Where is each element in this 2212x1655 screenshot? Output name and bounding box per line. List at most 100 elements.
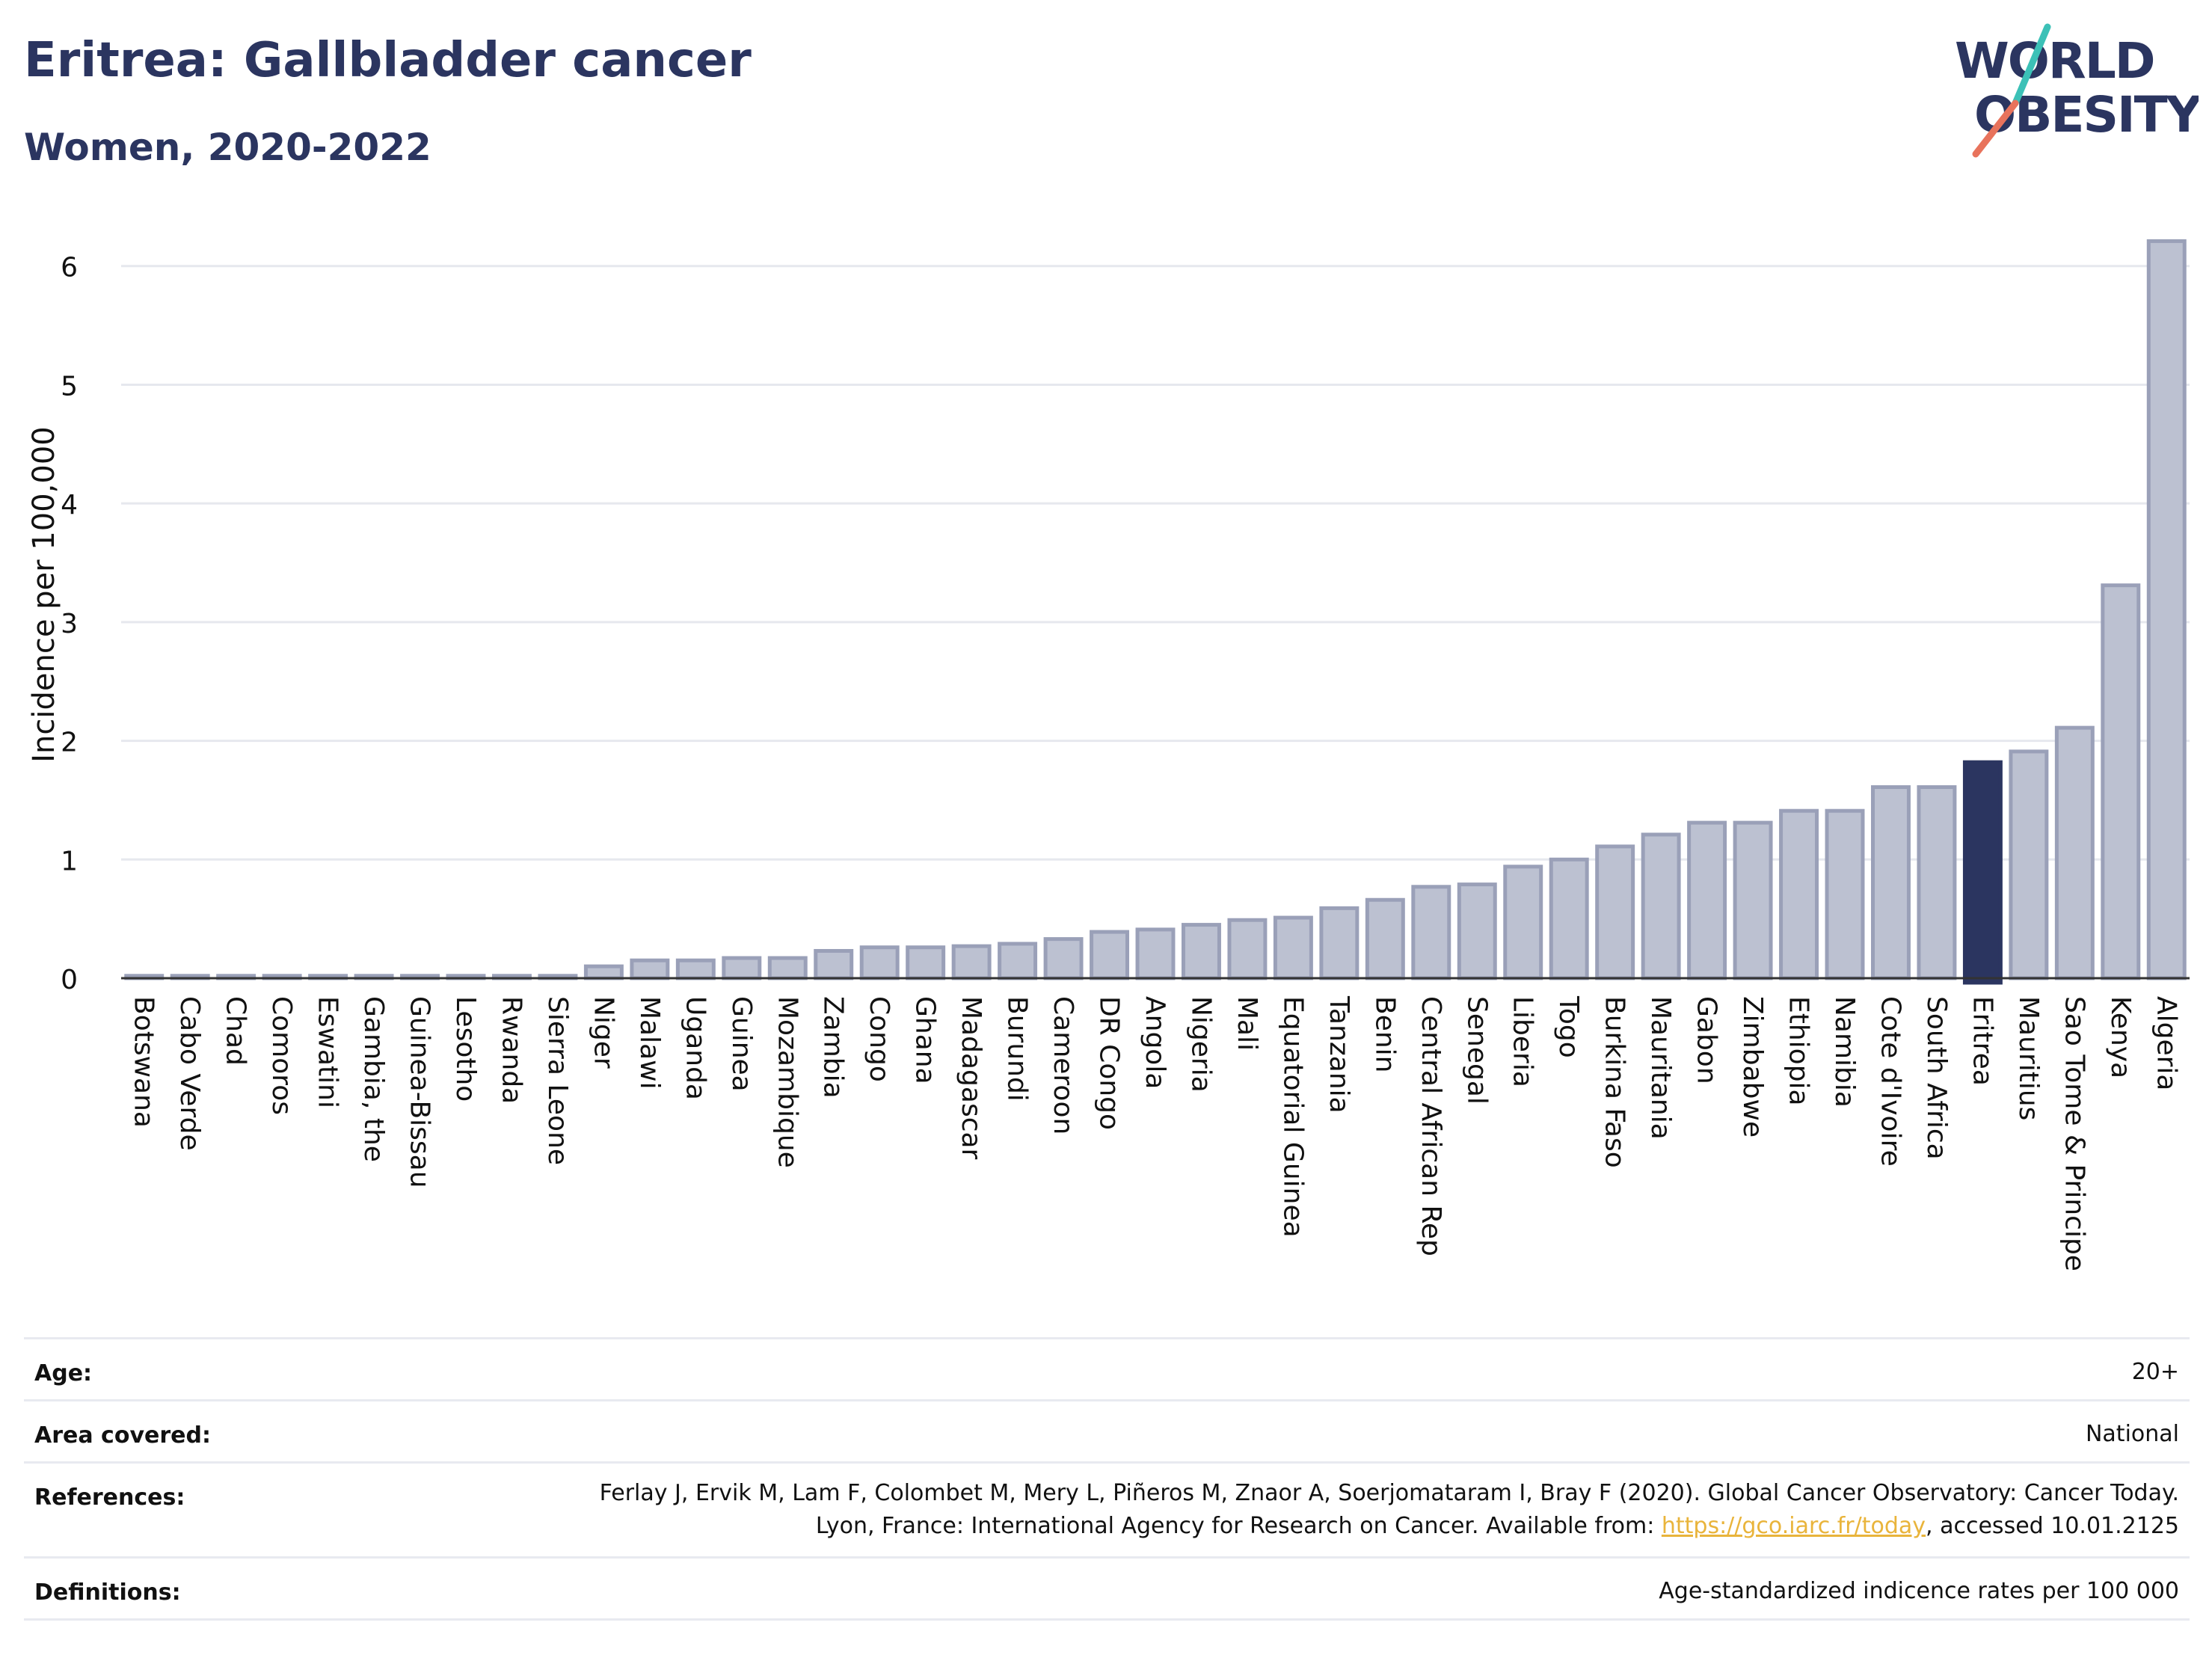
bar-mauritania [1641, 832, 1681, 980]
x-tick-label: Guinea [726, 996, 757, 1092]
x-tick-label: Kenya [2105, 996, 2136, 1078]
x-tick-label: Burkina Faso [1600, 996, 1630, 1168]
meta-row-references: References: Ferlay J, Ervik M, Lam F, Co… [24, 1461, 2190, 1556]
bar-mauritius [2009, 749, 2049, 980]
bar-gabon [1687, 820, 1727, 980]
meta-row-definitions: Definitions: Age-standardized indicence … [24, 1556, 2190, 1621]
age-label: Age: [34, 1360, 93, 1387]
meta-row-age: Age: 20+ [24, 1337, 2190, 1399]
bar-equatorial-guinea [1273, 915, 1313, 980]
x-tick-label: Cabo Verde [174, 996, 205, 1151]
x-tick-label: Rwanda [496, 996, 526, 1104]
y-tick-label: 5 [61, 371, 78, 402]
y-tick-label: 4 [61, 490, 78, 521]
chart-title: Eritrea: Gallbladder cancer [24, 33, 752, 88]
x-tick-label: Lesotho [450, 996, 481, 1102]
metadata-table: Age: 20+ Area covered: National Referenc… [24, 1337, 2190, 1621]
x-tick-label: Cameroon [1048, 996, 1078, 1134]
y-axis-label: Incidence per 100,000 [27, 426, 61, 763]
x-tick-label: Mauritius [2013, 996, 2044, 1120]
x-tick-label: Benin [1369, 996, 1400, 1072]
bar-dr-congo [1090, 930, 1130, 980]
x-tick-label: Ethiopia [1784, 996, 1814, 1106]
bar-chart: 0 1 2 3 4 5 6 Botswana Cabo Verde Chad Comoros Esw… [27, 239, 2190, 1271]
bar-niger [583, 964, 624, 980]
references-text: Ferlay J, Ervik M, Lam F, Colombet M, Me… [599, 1480, 2179, 1539]
bar-eritrea [1962, 760, 2003, 985]
x-tick-label: DR Congo [1094, 996, 1125, 1130]
definitions-value: Age-standardized indicence rates per 100… [1659, 1578, 2179, 1604]
bar-zambia [814, 948, 854, 980]
references-tail: , accessed 10.01.2125 [1926, 1513, 2179, 1539]
x-tick-label: Mozambique [772, 996, 802, 1168]
bar-nigeria [1181, 923, 1221, 980]
bar-ghana [906, 945, 946, 980]
logo-slash-coral [1972, 99, 2019, 158]
y-tick-label: 2 [61, 728, 78, 758]
meta-row-area: Area covered: National [24, 1399, 2190, 1461]
bar-mali [1227, 918, 1268, 980]
bar-malawi [630, 958, 670, 980]
bar-liberia [1503, 865, 1543, 980]
bar-ethiopia [1779, 808, 1819, 980]
x-tick-label: Sao Tome & Principe [2059, 996, 2089, 1271]
x-tick-label: Liberia [1508, 996, 1538, 1087]
bar-kenya [2101, 583, 2141, 980]
area-label: Area covered: [34, 1422, 211, 1449]
x-tick-label: Mauritania [1645, 996, 1676, 1140]
x-tick-label: Uganda [680, 996, 710, 1100]
x-tick-label: Eritrea [1967, 996, 1997, 1086]
bar-cameroon [1043, 937, 1084, 980]
x-tick-label: Zambia [818, 996, 849, 1099]
x-tick-label: Nigeria [1185, 996, 1216, 1093]
x-tick-label: Ghana [910, 996, 941, 1084]
definitions-label: Definitions: [34, 1579, 181, 1606]
x-tick-label: Algeria [2151, 996, 2181, 1091]
y-tick-labels: 0 1 2 3 4 5 6 [61, 253, 78, 995]
references-label: References: [34, 1484, 185, 1511]
x-tick-label: Sierra Leone [542, 996, 573, 1165]
bar-madagascar [951, 944, 992, 980]
x-tick-label: Equatorial Guinea [1277, 996, 1308, 1238]
bar-guinea [722, 956, 762, 980]
x-tick-labels: Botswana Cabo Verde Chad Comoros Eswatini Gam… [129, 995, 2182, 1271]
x-tick-label: Togo [1553, 995, 1584, 1058]
x-tick-label: Malawi [634, 996, 665, 1090]
bar-mozambique [767, 956, 808, 980]
logo-line-1: WORLD [1955, 32, 2154, 90]
x-tick-label: Eswatini [313, 996, 343, 1108]
bar-angola [1135, 927, 1176, 980]
bar-algeria [2146, 239, 2187, 980]
bar-senegal [1457, 882, 1497, 980]
bar-congo [859, 945, 900, 980]
y-tick-label: 3 [61, 609, 78, 639]
y-tick-label: 6 [61, 253, 78, 283]
x-tick-label: Senegal [1461, 996, 1492, 1105]
logo-slash-teal [2012, 23, 2051, 107]
logo-line-2: OBESITY [1974, 86, 2199, 144]
x-tick-label: Burundi [1002, 996, 1033, 1102]
bar-namibia [1825, 808, 1865, 980]
bar-uganda [675, 958, 716, 980]
x-tick-label: Gambia, the [358, 996, 389, 1162]
y-tick-label: 1 [61, 846, 78, 876]
bar-burkina-faso [1595, 844, 1635, 980]
x-tick-label: Namibia [1829, 996, 1860, 1108]
bar-south-africa [1917, 784, 1957, 980]
x-tick-label: Cote d'Ivoire [1875, 996, 1905, 1167]
area-value: National [2085, 1421, 2179, 1447]
bar-tanzania [1319, 906, 1360, 980]
x-tick-label: South Africa [1921, 996, 1952, 1160]
x-tick-label: Guinea-Bissau [405, 996, 435, 1188]
bars [124, 239, 2187, 985]
bar-burundi [998, 942, 1038, 980]
x-tick-label: Tanzania [1324, 995, 1354, 1114]
x-tick-label: Mali [1232, 996, 1262, 1051]
bar-cote-d-ivoire [1870, 784, 1911, 980]
world-obesity-logo: WORLD OBESITY [1955, 23, 2199, 158]
x-tick-label: Niger [588, 996, 618, 1069]
x-tick-label: Madagascar [956, 996, 986, 1160]
references-link[interactable]: https://gco.iarc.fr/today [1661, 1513, 1926, 1539]
age-value: 20+ [2131, 1359, 2179, 1385]
x-tick-label: Gabon [1692, 996, 1722, 1084]
